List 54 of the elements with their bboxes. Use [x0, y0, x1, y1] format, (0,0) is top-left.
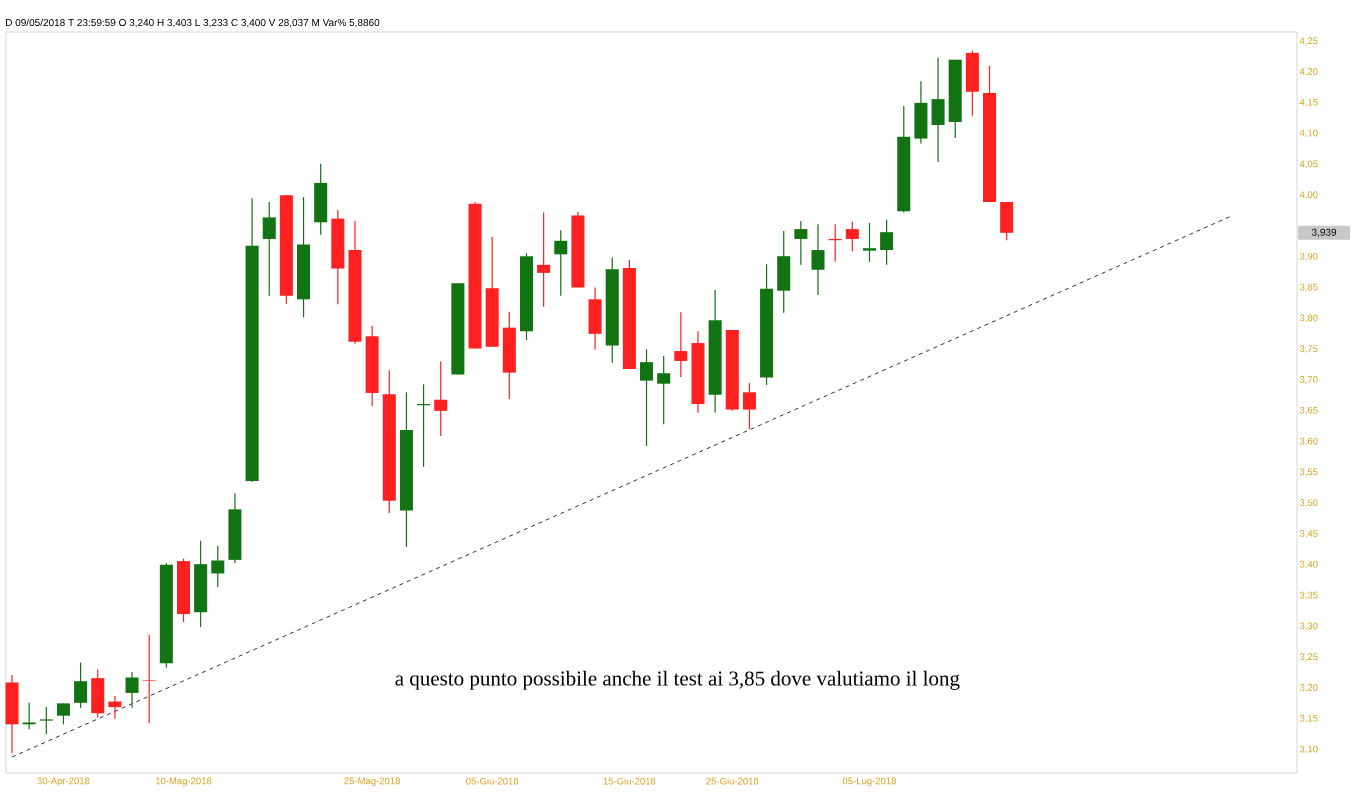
y-tick-label: 4,10: [1299, 129, 1318, 138]
candlestick: [657, 355, 671, 425]
y-tick-label: 3,85: [1299, 283, 1318, 292]
y-tick-label: 3,75: [1299, 345, 1318, 354]
y-tick-label: 3,20: [1299, 684, 1318, 692]
y-tick-label: 4,15: [1299, 98, 1318, 107]
candlestick: [211, 545, 225, 588]
y-tick-label: 3,70: [1299, 376, 1318, 384]
candlestick: [554, 229, 568, 297]
y-tick-label: 4,20: [1299, 68, 1318, 76]
candlestick: [434, 360, 448, 437]
y-tick-label: 4,05: [1299, 160, 1318, 169]
y-tick-label: 3,55: [1299, 468, 1318, 477]
y-tick-label: 3,60: [1299, 437, 1318, 446]
candlestick: [142, 633, 156, 724]
candlestick: [537, 211, 551, 308]
y-tick-label: 3,40: [1299, 560, 1318, 569]
candlestick: [108, 695, 122, 720]
y-tick-label: 3,15: [1299, 714, 1318, 723]
text: 3,939: [1311, 228, 1337, 237]
y-tick-label: 3,50: [1299, 499, 1318, 508]
candlestick: [262, 201, 276, 297]
chart-subtitle: D 09/05/2018 T 23:59:59 O 3,240 H 3,403 L 3,233 C 3,400 V 28,037 M Var% 5,8860: [6, 18, 380, 28]
y-tick-label: 3,80: [1299, 314, 1318, 323]
x-tick-label: 10-Mag-2018: [155, 777, 212, 787]
candlestick: [862, 222, 876, 263]
candlestick: [880, 219, 894, 266]
candlestick: [39, 706, 53, 735]
y-tick-label: 4,25: [1299, 37, 1318, 46]
y-tick-label: 3,45: [1299, 530, 1318, 538]
candlestick: [56, 702, 70, 725]
candlestick: [811, 223, 825, 296]
x-tick-label: 25-Giu-2018: [706, 777, 759, 785]
candlestick: [22, 702, 36, 730]
y-tick-label: 3,10: [1299, 745, 1318, 754]
y-tick-label: 3,90: [1299, 252, 1318, 261]
x-tick-label: 05-Lug-2018: [842, 777, 896, 787]
x-tick-label: 30-Apr-2018: [37, 777, 90, 787]
y-tick-label: 3,65: [1299, 406, 1318, 415]
candlestick: [845, 221, 859, 252]
candlestick: [674, 311, 688, 378]
x-tick-label: 05-Giu-2018: [466, 777, 519, 785]
x-tick-label: 25-Mag-2018: [344, 777, 400, 787]
y-tick-label: 3,35: [1299, 591, 1318, 600]
y-tick-label: 3,30: [1299, 622, 1318, 631]
y-tick-label: 3,25: [1299, 653, 1318, 662]
candlestick: [74, 662, 88, 709]
candlestick: [125, 671, 139, 709]
x-tick-label: 15-Giu-2018: [603, 777, 656, 785]
candlestick: [742, 382, 756, 430]
candlestick: [640, 348, 654, 447]
y-tick-label: 4,00: [1299, 191, 1318, 200]
candlestick: [794, 220, 808, 266]
annotation: a questo punto possibile anche il test ai 3,85 dove valutiamo il long: [395, 670, 960, 690]
